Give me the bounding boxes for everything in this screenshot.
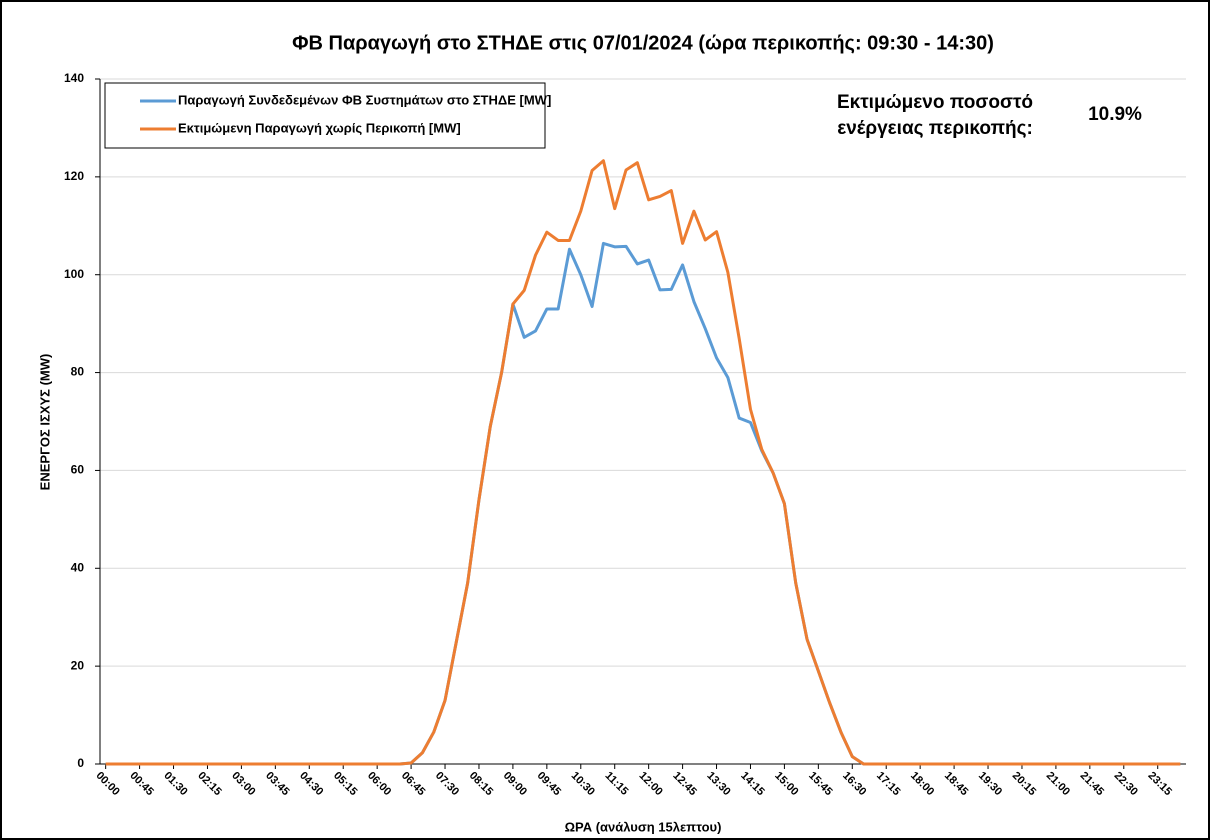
annotation-line: ενέργειας περικοπής:: [837, 118, 1033, 139]
y-tick-label: 40: [71, 560, 85, 574]
y-axis-title: ΕΝΕΡΓΟΣ ΙΣΧΥΣ (MW): [37, 354, 52, 491]
annotation-value: 10.9%: [1088, 104, 1142, 125]
legend-label: Εκτιμώμενη Παραγωγή χωρίς Περικοπή [MW]: [178, 120, 461, 135]
annotation-line: Εκτιμώμενο ποσοστό: [837, 92, 1033, 113]
chart-title: ΦΒ Παραγωγή στο ΣΤΗΔΕ στις 07/01/2024 (ώ…: [292, 32, 994, 54]
y-tick-label: 60: [71, 463, 85, 477]
legend-label: Παραγωγή Συνδεδεμένων ΦΒ Συστημάτων στο …: [178, 92, 551, 107]
y-tick-label: 0: [77, 756, 84, 770]
x-axis-title: ΩΡΑ (ανάλυση 15λεπτου): [565, 819, 722, 834]
y-tick-label: 20: [71, 658, 85, 672]
legend-box: [104, 82, 546, 149]
y-tick-label: 140: [64, 71, 84, 85]
y-tick-label: 100: [64, 267, 84, 281]
legend: Παραγωγή Συνδεδεμένων ΦΒ Συστημάτων στο …: [104, 82, 551, 149]
y-tick-label: 80: [71, 365, 85, 379]
series-line: [105, 159, 1181, 766]
y-tick-label: 120: [64, 169, 84, 183]
